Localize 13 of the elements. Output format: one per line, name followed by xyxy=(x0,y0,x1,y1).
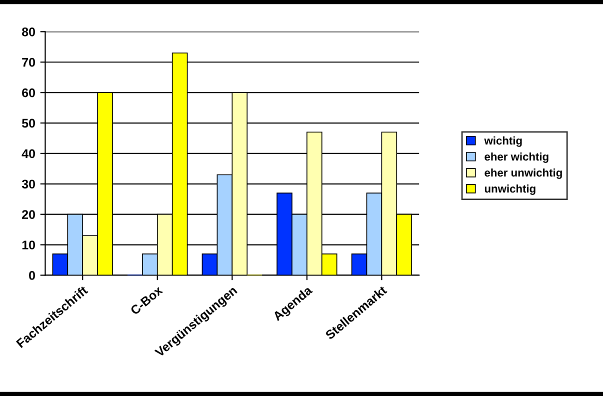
y-tick-label: 0 xyxy=(29,271,35,280)
y-tick-label: 10 xyxy=(22,240,35,250)
y-tick-label: 70 xyxy=(22,58,35,67)
legend-label: unwichtig xyxy=(484,184,536,195)
y-tick-label: 30 xyxy=(22,180,35,189)
y-tick-label: 20 xyxy=(22,210,35,219)
y-tick-label: 60 xyxy=(22,88,35,98)
y-tick-label: 80 xyxy=(22,27,35,36)
legend-label: wichtig xyxy=(484,136,522,147)
y-tick-label: 50 xyxy=(22,118,35,128)
legend-label: eher unwichtig xyxy=(484,168,562,179)
legend-label: eher wichtig xyxy=(484,152,548,163)
y-tick-label: 40 xyxy=(22,149,35,158)
